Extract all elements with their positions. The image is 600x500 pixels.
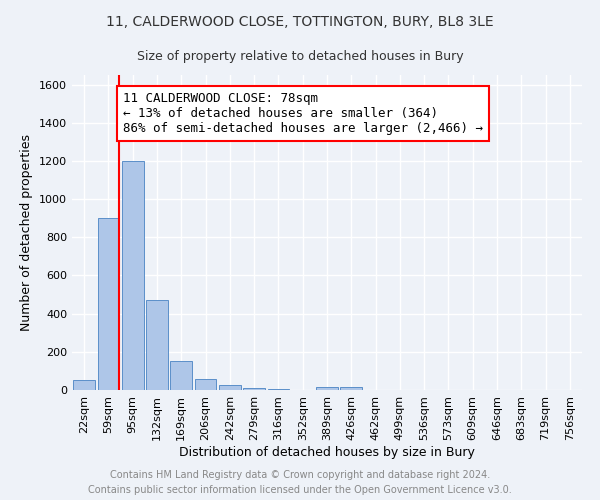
- Bar: [219, 385, 241, 390]
- Text: 11, CALDERWOOD CLOSE, TOTTINGTON, BURY, BL8 3LE: 11, CALDERWOOD CLOSE, TOTTINGTON, BURY, …: [106, 15, 494, 29]
- Bar: [194, 378, 217, 390]
- Bar: [340, 387, 362, 390]
- Text: Contains public sector information licensed under the Open Government Licence v3: Contains public sector information licen…: [88, 485, 512, 495]
- Text: Contains HM Land Registry data © Crown copyright and database right 2024.: Contains HM Land Registry data © Crown c…: [110, 470, 490, 480]
- Bar: [243, 388, 265, 390]
- Bar: [146, 300, 168, 390]
- X-axis label: Distribution of detached houses by size in Bury: Distribution of detached houses by size …: [179, 446, 475, 458]
- Bar: [73, 380, 95, 390]
- Bar: [316, 387, 338, 390]
- Text: Size of property relative to detached houses in Bury: Size of property relative to detached ho…: [137, 50, 463, 63]
- Text: 11 CALDERWOOD CLOSE: 78sqm
← 13% of detached houses are smaller (364)
86% of sem: 11 CALDERWOOD CLOSE: 78sqm ← 13% of deta…: [123, 92, 483, 135]
- Bar: [268, 389, 289, 390]
- Bar: [170, 362, 192, 390]
- Bar: [97, 218, 119, 390]
- Bar: [122, 161, 143, 390]
- Y-axis label: Number of detached properties: Number of detached properties: [20, 134, 34, 331]
